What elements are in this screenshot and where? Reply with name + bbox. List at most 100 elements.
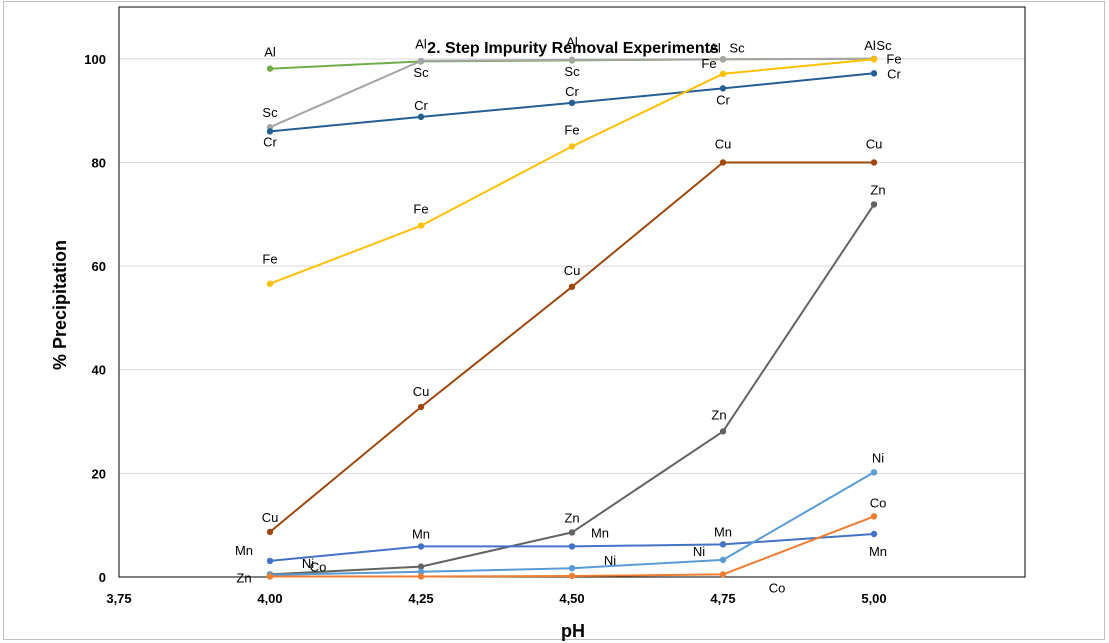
data-label-mn: Mn (412, 526, 430, 541)
chart-title: 2. Step Impurity Removal Experiments (427, 40, 719, 57)
y-tick-label: 20 (92, 466, 106, 481)
data-label-ni: Ni (302, 556, 314, 571)
data-label-fe: Fe (886, 51, 901, 66)
data-point-mn (568, 543, 576, 550)
data-point-fe (719, 70, 727, 78)
data-label-mn: Mn (714, 524, 732, 539)
data-label-zn: Zn (711, 407, 726, 422)
data-point-al (266, 65, 274, 72)
data-point-fe (568, 143, 576, 150)
data-point-fe (266, 280, 274, 287)
x-tick-label: 3,75 (106, 591, 131, 606)
data-label-zn: Zn (564, 510, 579, 525)
data-point-cr (870, 70, 878, 77)
data-label-co: Co (870, 495, 887, 510)
x-axis-title: pH (561, 621, 585, 641)
x-tick-label: 4,25 (408, 591, 433, 606)
data-point-ni (719, 556, 727, 564)
data-point-co (417, 573, 425, 580)
data-point-co (719, 571, 727, 578)
y-tick-label: 0 (99, 570, 106, 585)
data-point-ni (870, 469, 878, 476)
data-label-cr: Cr (887, 66, 901, 81)
data-point-mn (266, 557, 274, 565)
data-label-zn: Zn (870, 182, 885, 197)
data-label-mn: Mn (591, 525, 609, 540)
data-label-al: Al (864, 38, 876, 53)
data-point-zn (568, 529, 576, 536)
x-tick-labels: 3,75 4,00 4,25 4,50 4,75 5,00 (106, 591, 886, 606)
data-label-mn: Mn (235, 543, 253, 558)
y-tick-label: 100 (84, 52, 106, 67)
data-label-cu: Cu (564, 263, 581, 278)
data-point-fe (417, 222, 425, 229)
data-point-fe (870, 56, 878, 63)
y-tick-label: 60 (92, 259, 106, 274)
data-label-mn: Mn (869, 544, 887, 559)
data-point-ni (417, 568, 425, 576)
data-label-al: Al (415, 36, 427, 51)
data-point-cu (719, 159, 727, 166)
series-line-cu (269, 161, 874, 533)
data-point-zn (719, 428, 727, 435)
data-point-mn (719, 541, 727, 548)
x-tick-label: 4,50 (559, 591, 584, 606)
data-label-al: Al (709, 40, 721, 55)
data-label-fe: Fe (564, 122, 579, 137)
data-label-cu: Cu (715, 136, 732, 151)
data-label-fe: Fe (262, 252, 277, 267)
data-point-cr (568, 99, 576, 107)
data-point-cu (266, 528, 274, 536)
data-label-sc: Sc (876, 38, 892, 53)
data-label-fe: Fe (701, 56, 716, 71)
y-tick-label: 40 (92, 363, 106, 378)
x-tick-label: 5,00 (861, 591, 886, 606)
data-label-sc: Sc (729, 40, 745, 55)
data-label-co: Co (769, 580, 786, 595)
data-label-ni: Ni (604, 553, 616, 568)
data-point-cr (417, 113, 425, 121)
x-tick-label: 4,00 (257, 591, 282, 606)
data-point-cr (719, 85, 727, 92)
y-tick-labels: 0 20 40 60 80 100 (84, 52, 106, 585)
data-point-co (568, 572, 576, 580)
data-point-mn (870, 530, 878, 538)
y-tick-label: 80 (92, 155, 106, 170)
data-label-ni: Ni (693, 544, 705, 559)
data-label-sc: Sc (564, 64, 580, 79)
data-label-cr: Cr (565, 84, 579, 99)
data-point-mn (417, 543, 425, 550)
data-point-co (870, 513, 878, 520)
data-label-sc: Sc (262, 105, 278, 120)
data-label-al: Al (566, 34, 578, 49)
data-label-co: Co (310, 559, 327, 574)
chart-frame (3, 1, 1105, 640)
data-label-cr: Cr (716, 92, 730, 107)
data-label-sc: Sc (413, 65, 429, 80)
series-points (266, 55, 878, 580)
data-label-ni: Ni (872, 450, 884, 465)
data-point-sc (568, 56, 576, 64)
data-point-zn (870, 201, 878, 208)
data-label-zn: Zn (236, 570, 251, 585)
data-point-co (266, 573, 274, 580)
data-point-cu (870, 159, 878, 166)
data-point-ni (568, 564, 576, 572)
data-label-cu: Cu (866, 136, 883, 151)
y-axis-title: % Precipitation (50, 240, 70, 370)
data-point-cu (568, 283, 576, 291)
data-label-cr: Cr (414, 98, 428, 113)
data-label-fe: Fe (413, 202, 428, 217)
x-tick-label: 4,75 (710, 591, 735, 606)
data-point-cu (417, 403, 425, 411)
data-point-sc (719, 56, 727, 63)
data-label-cr: Cr (263, 134, 277, 149)
data-point-sc (417, 57, 425, 65)
data-label-cu: Cu (262, 510, 279, 525)
data-label-cu: Cu (413, 384, 430, 399)
data-point-cr (266, 128, 274, 135)
data-point-zn (417, 563, 425, 570)
data-label-al: Al (264, 45, 276, 60)
